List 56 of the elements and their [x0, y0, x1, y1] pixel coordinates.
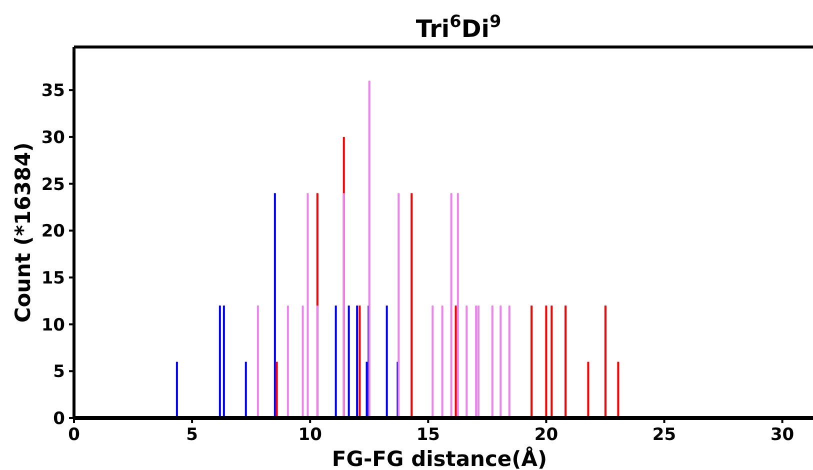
bar — [587, 362, 590, 418]
bar — [550, 306, 553, 418]
bar — [475, 306, 478, 418]
bar — [450, 193, 452, 418]
bar — [386, 306, 388, 418]
bar — [306, 193, 309, 418]
bar — [432, 306, 434, 418]
bar — [454, 306, 457, 418]
bar — [334, 306, 337, 418]
bar — [276, 362, 278, 418]
bar — [617, 362, 620, 418]
bar — [564, 306, 567, 418]
y-tick-label: 10 — [41, 315, 66, 336]
bar — [348, 306, 350, 418]
bar — [368, 80, 370, 418]
x-tick-label: 30 — [770, 425, 794, 445]
bar — [398, 193, 400, 418]
bar — [530, 306, 533, 418]
y-tick-label: 25 — [41, 174, 65, 195]
x-tick-label: 5 — [186, 425, 198, 445]
bar — [491, 306, 494, 418]
x-axis-title: FG-FG distance(Å) — [332, 446, 548, 470]
bar — [466, 306, 468, 418]
bar — [286, 306, 289, 418]
y-tick-label: 0 — [53, 409, 66, 429]
bar — [356, 306, 358, 418]
x-tick-label: 10 — [298, 425, 322, 445]
y-tick-label: 5 — [53, 362, 65, 382]
bar — [410, 193, 413, 418]
bar — [316, 306, 318, 418]
bar — [545, 306, 548, 418]
bar — [604, 306, 606, 418]
y-tick-label: 30 — [41, 128, 66, 148]
x-tick-label: 25 — [652, 425, 676, 445]
bar — [176, 362, 178, 418]
y-tick-label: 35 — [41, 81, 65, 102]
bar — [256, 306, 259, 418]
y-axis-title: Count (*16384) — [11, 142, 35, 323]
bar — [218, 306, 221, 418]
x-tick-label: 0 — [68, 425, 80, 445]
x-tick-label: 20 — [534, 425, 558, 445]
bar — [500, 306, 502, 418]
bar — [342, 193, 345, 418]
bar — [302, 306, 304, 418]
x-tick-label: 15 — [416, 425, 440, 445]
chart-title: Tri$^{6}$Di$^{9}$ — [416, 11, 502, 43]
bar — [441, 306, 444, 418]
bar — [244, 362, 247, 418]
bar — [222, 306, 225, 418]
bar — [274, 193, 276, 418]
y-tick-label: 15 — [41, 268, 65, 288]
bar — [456, 193, 459, 418]
bar — [477, 306, 480, 418]
bar — [358, 306, 361, 418]
bar — [508, 306, 510, 418]
y-tick-label: 20 — [41, 222, 66, 242]
